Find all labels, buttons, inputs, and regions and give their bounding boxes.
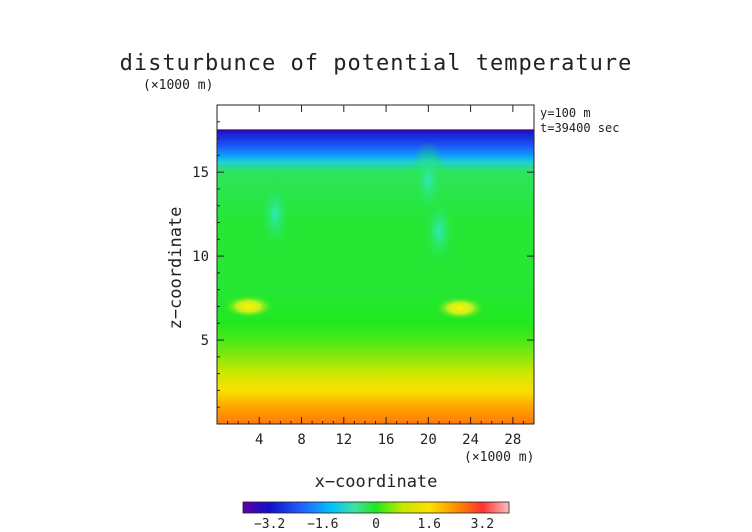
y-tick-label: 5 xyxy=(201,333,209,349)
plot-background xyxy=(217,105,534,424)
x-tick-label: 4 xyxy=(255,432,263,448)
colorbar-tick-label: −1.6 xyxy=(307,517,338,532)
x-tick-label: 16 xyxy=(378,432,395,448)
annotation-t: t=39400 sec xyxy=(540,121,619,135)
annotation-y: y=100 m xyxy=(540,106,591,120)
chart-title: disturbunce of potential temperature xyxy=(120,51,633,76)
y-axis-label: z−coordinate xyxy=(166,207,186,330)
x-tick-label: 12 xyxy=(335,432,352,448)
feature-1 xyxy=(434,296,487,321)
x-tick-label: 8 xyxy=(297,432,305,448)
colorbar-tick-label: 1.6 xyxy=(417,517,440,532)
feature-4 xyxy=(410,140,447,221)
x-tick-label: 28 xyxy=(504,432,521,448)
feature-2 xyxy=(257,174,294,255)
colorbar-tick-label: 0 xyxy=(372,517,380,532)
colorbar: −3.2 −1.6 0 1.6 3.2 xyxy=(242,501,510,532)
colorbar-tick-label: 3.2 xyxy=(471,517,494,532)
x-unit-label: (×1000 m) xyxy=(464,450,534,465)
feature-0 xyxy=(222,294,275,319)
y-tick-label: 15 xyxy=(192,165,209,181)
x-axis: 4 8 12 16 20 24 28 xyxy=(227,105,524,448)
y-unit-label: (×1000 m) xyxy=(143,78,213,93)
plot-area xyxy=(217,105,534,424)
x-tick-label: 24 xyxy=(462,432,479,448)
y-tick-label: 10 xyxy=(192,249,209,265)
x-tick-label: 20 xyxy=(420,432,437,448)
x-axis-label: x−coordinate xyxy=(315,472,438,492)
colorbar-gradient xyxy=(242,501,510,514)
colorbar-tick-label: −3.2 xyxy=(254,517,285,532)
y-axis: 5 10 15 xyxy=(192,121,534,408)
